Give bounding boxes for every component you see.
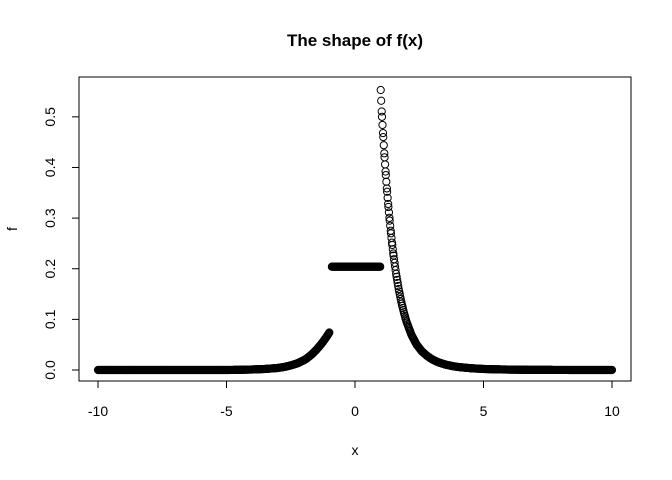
x-axis: -10 -5 0 5 10 [88,381,620,419]
y-axis: 0.0 0.1 0.2 0.3 0.4 0.5 [42,107,79,380]
data-point [386,229,396,238]
data-point [325,328,334,337]
data-point [379,133,388,142]
data-point [378,120,387,130]
y-axis-label: f [4,227,20,231]
data-point [385,216,394,225]
data-point [380,160,390,169]
x-tick-label: 10 [604,403,620,419]
data-point [382,184,391,193]
data-point [383,193,392,202]
data-point [381,167,390,176]
data-points [93,85,617,375]
y-tick-label: 0.1 [42,309,58,329]
x-tick-label: -10 [88,403,108,419]
data-point [382,177,391,186]
data-point [377,112,387,121]
data-point [393,278,402,288]
y-tick-label: 0.3 [42,208,58,228]
data-point [379,141,388,150]
data-point [377,107,386,116]
y-tick-label: 0.2 [42,259,58,279]
data-point [393,275,402,284]
y-tick-label: 0.0 [42,360,58,380]
plot-box [78,76,632,382]
data-point [376,262,385,271]
x-tick-label: -5 [220,403,233,419]
x-tick-label: 5 [480,403,488,419]
y-tick-label: 0.5 [42,107,58,127]
data-point [376,85,385,95]
data-point [377,96,386,105]
data-point [385,213,394,223]
data-point [384,199,393,209]
data-point [378,128,388,138]
data-point [384,208,394,217]
data-point [388,240,397,250]
x-tick-label: 0 [351,403,359,419]
data-point [380,149,389,158]
data-point [383,187,392,196]
data-point [392,269,401,278]
data-point [388,245,397,254]
data-point [394,281,403,291]
x-axis-label: x [352,442,359,458]
data-point [384,202,393,212]
y-tick-label: 0.4 [42,158,58,178]
data-point [392,272,401,281]
chart-title: The shape of f(x) [287,31,423,50]
data-point [607,365,617,375]
